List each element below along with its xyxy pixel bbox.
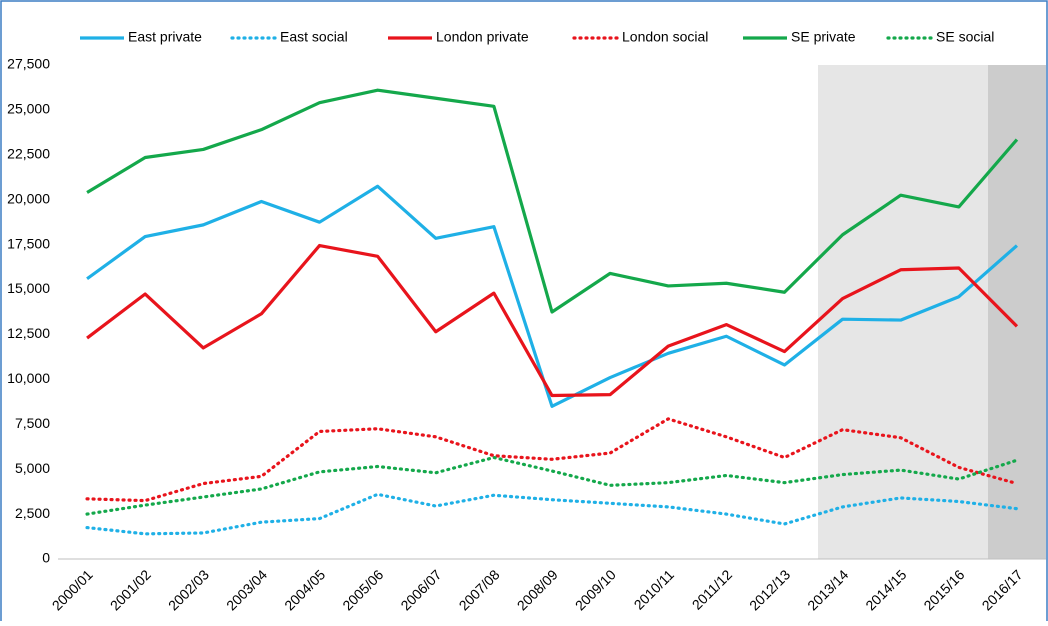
shaded-region — [988, 65, 1046, 559]
series-line — [85, 417, 1019, 503]
y-tick-label: 15,000 — [7, 280, 50, 296]
series-line — [86, 88, 1019, 314]
legend-label: East private — [128, 29, 202, 45]
y-tick-label: 25,000 — [7, 101, 50, 117]
legend-label: SE private — [791, 29, 856, 45]
legend-label: SE social — [936, 29, 994, 45]
legend-label: London private — [436, 29, 529, 45]
series-line — [86, 243, 1019, 398]
y-tick-label: 17,500 — [7, 235, 50, 251]
series-line — [86, 184, 1018, 408]
y-tick-label: 12,500 — [7, 325, 50, 341]
y-tick-label: 27,500 — [7, 56, 50, 72]
y-tick-label: 5,000 — [15, 460, 50, 476]
y-tick-label: 0 — [42, 550, 50, 566]
series-line — [85, 492, 1019, 536]
y-tick-label: 22,500 — [7, 146, 50, 162]
y-tick-label: 20,000 — [7, 190, 50, 206]
shaded-region — [818, 65, 988, 559]
series-line — [85, 455, 1019, 516]
y-tick-label: 2,500 — [15, 505, 50, 521]
legend-label: East social — [280, 29, 348, 45]
legend-label: London social — [622, 29, 708, 45]
y-tick-label: 10,000 — [7, 370, 50, 386]
y-tick-label: 7,500 — [15, 415, 50, 431]
